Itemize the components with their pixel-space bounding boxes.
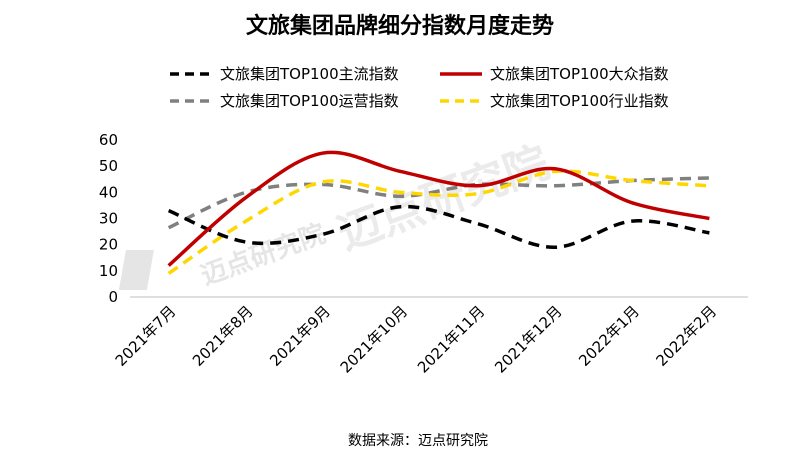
y-tick-label: 30 <box>99 210 118 228</box>
legend-label-operation: 文旅集团TOP100运营指数 <box>220 92 399 110</box>
series-line-mass <box>167 150 710 267</box>
watermark-text-large: 迈点研究院 <box>331 137 555 260</box>
series-layer <box>167 150 710 275</box>
legend: 文旅集团TOP100主流指数 文旅集团TOP100大众指数文旅集团TOP100运营… <box>170 65 669 110</box>
y-tick-label: 20 <box>99 236 118 254</box>
x-tick-label: 2021年9月 <box>266 302 334 370</box>
y-tick-label: 0 <box>108 288 118 306</box>
chart-title: 文旅集团品牌细分指数月度走势 <box>246 13 554 39</box>
legend-label-industry: 文旅集团TOP100行业指数 <box>490 92 669 110</box>
y-tick-label: 60 <box>99 131 118 149</box>
y-tick-label: 40 <box>99 183 118 201</box>
x-tick-label: 2022年2月 <box>653 302 721 370</box>
x-tick-label: 2021年7月 <box>112 302 180 370</box>
y-tick-label: 50 <box>99 157 118 175</box>
series-line-industry <box>167 169 710 275</box>
series-line-mainstream <box>167 204 710 250</box>
x-tick-label: 2021年10月 <box>337 302 411 376</box>
x-tick-label: 2021年8月 <box>189 302 257 370</box>
legend-label-mainstream: 文旅集团TOP100主流指数 <box>220 65 399 83</box>
watermark-text-small: 迈点研究院 <box>197 218 330 292</box>
x-tick-label: 2022年1月 <box>575 302 643 370</box>
y-tick-label: 10 <box>99 262 118 280</box>
watermark-mark <box>118 250 154 290</box>
watermark-logo: 迈点研究院 迈点研究院 <box>118 137 555 292</box>
source-note: 数据来源：迈点研究院 <box>348 433 488 449</box>
x-tick-label: 2021年11月 <box>414 302 488 376</box>
x-tick-label: 2021年12月 <box>491 302 565 376</box>
series-line-operation <box>167 176 710 230</box>
legend-label-mass: 文旅集团TOP100大众指数 <box>490 65 669 83</box>
